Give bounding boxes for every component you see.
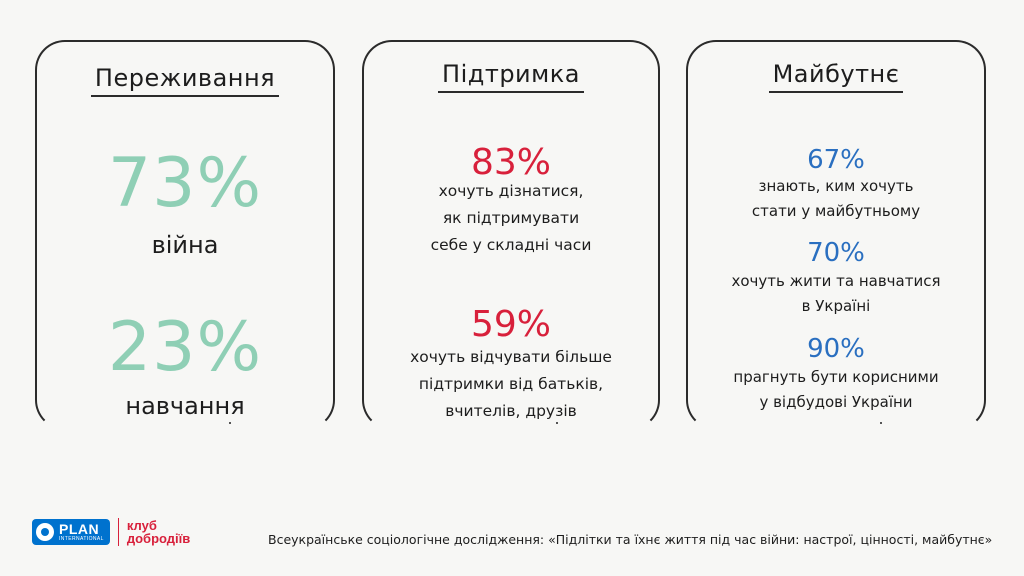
- stat-label: хочуть жити та навчатися в Україні: [731, 272, 941, 315]
- plan-logo-main: PLAN: [59, 521, 100, 537]
- card-support: Підтримка 83% хочуть дізнатися, як підтр…: [362, 40, 660, 430]
- stat-label: прагнуть бути корисними у відбудові Укра…: [733, 368, 939, 411]
- stat-label: навчання: [125, 392, 245, 420]
- divider-dot: [556, 422, 558, 424]
- card-title: Майбутнє: [768, 60, 904, 93]
- logo-divider: [117, 518, 119, 546]
- stat-value: 67%: [807, 145, 865, 175]
- club-logo-line2: добродіїв: [126, 531, 191, 546]
- card-title: Підтримка: [438, 60, 584, 93]
- footer-logos: PLAN INTERNATIONAL клуб добродіїв: [32, 516, 190, 548]
- divider-dot: [229, 422, 231, 424]
- stat-value: 90%: [807, 334, 865, 364]
- stat-value: 70%: [807, 238, 865, 268]
- source-caption: Всеукраїнське соціологічне дослідження: …: [268, 532, 993, 547]
- club-dobrodiiv-logo: клуб добродіїв: [127, 519, 190, 545]
- plan-logo-sub: INTERNATIONAL: [59, 536, 104, 542]
- stat-value: 23%: [107, 308, 263, 387]
- stat-value: 59%: [470, 304, 551, 345]
- plan-globe-icon: [36, 523, 54, 541]
- card-experiences: Переживання 73% війна 23% навчання: [35, 40, 335, 430]
- club-logo-line1: клуб: [126, 518, 157, 533]
- divider-dot: [880, 422, 882, 424]
- stat-value: 83%: [470, 142, 551, 183]
- stat-value: 73%: [107, 144, 263, 223]
- plan-international-logo: PLAN INTERNATIONAL: [32, 519, 110, 545]
- card-title: Переживання: [90, 64, 280, 97]
- stat-label: хочуть відчувати більше підтримки від ба…: [410, 348, 612, 420]
- card-future: Майбутнє 67% знають, ким хочуть стати у …: [686, 40, 986, 430]
- stat-label: знають, ким хочуть стати у майбутньому: [751, 177, 921, 220]
- stat-label: війна: [151, 231, 219, 259]
- stat-label: хочуть дізнатися, як підтримувати себе у…: [430, 182, 592, 254]
